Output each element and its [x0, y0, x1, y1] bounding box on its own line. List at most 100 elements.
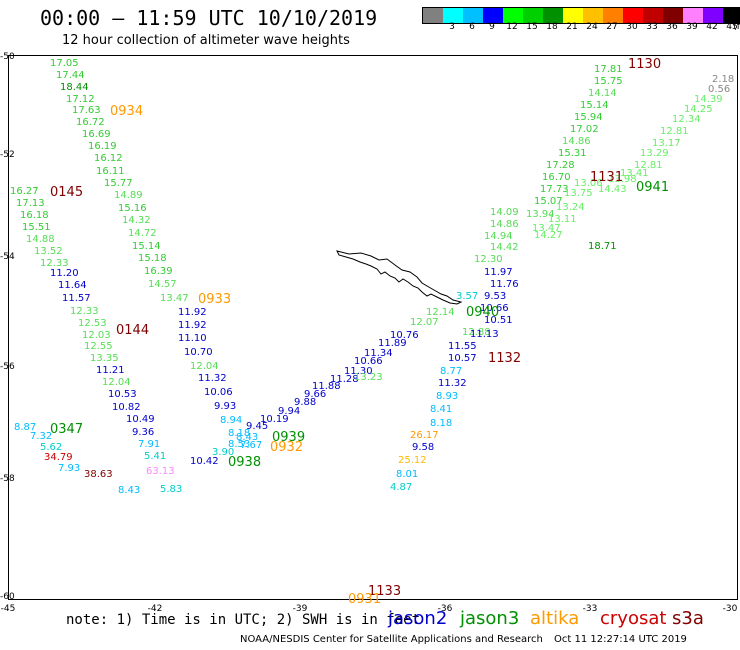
wave-height-value: 9.58 — [412, 442, 435, 453]
wave-height-value: 12.14 — [426, 307, 455, 318]
wave-height-value: 12.81 — [634, 160, 663, 171]
wave-height-value: 11.55 — [448, 341, 477, 352]
wave-height-value: 14.86 — [490, 219, 519, 230]
wave-height-value: 11.21 — [96, 365, 125, 376]
wave-height-value: 8.77 — [440, 366, 463, 377]
wave-height-value: 8.18 — [430, 418, 453, 429]
wave-height-value: 17.13 — [16, 198, 45, 209]
wave-height-value: 13.35 — [90, 353, 119, 364]
wave-height-value: 12.03 — [82, 330, 111, 341]
scale-label: 3 — [449, 22, 455, 32]
track-time-label: 1131 — [590, 170, 624, 185]
wave-height-value: 12.88 — [462, 327, 491, 338]
scale-swatch — [563, 8, 583, 23]
track-time-label: 1130 — [628, 57, 662, 72]
wave-height-value: 13.06 — [574, 178, 603, 189]
track-time-label: 1133 — [368, 584, 402, 599]
wave-height-value: 18.44 — [60, 82, 89, 93]
wave-height-value: 10.42 — [190, 456, 219, 467]
wave-height-value: 12.07 — [410, 317, 439, 328]
scale-swatch — [523, 8, 543, 23]
lat-label: -52 — [0, 150, 15, 160]
wave-height-value: 15.94 — [574, 112, 603, 123]
wave-height-value: 17.05 — [50, 58, 79, 69]
wave-height-value: 38.63 — [84, 469, 113, 480]
track-time-label: 0938 — [228, 455, 262, 470]
map-subtitle: 12 hour collection of altimeter wave hei… — [62, 33, 350, 48]
wave-height-value: 13.94 — [526, 209, 555, 220]
wave-height-value: 8.43 — [118, 485, 141, 496]
wave-height-value: 14.88 — [26, 234, 55, 245]
wave-height-value: 14.57 — [148, 279, 177, 290]
wave-height-value: 0.56 — [708, 84, 731, 95]
wave-height-value: 10.49 — [126, 414, 155, 425]
lon-label: -42 — [147, 604, 163, 614]
wave-height-value: 9.94 — [278, 406, 301, 417]
wave-height-value: 10.57 — [448, 353, 477, 364]
legend-altika: altika — [530, 608, 580, 629]
wave-height-value: 17.28 — [546, 160, 575, 171]
wave-height-value: 14.09 — [490, 207, 519, 218]
track-time-label: 0940 — [466, 305, 500, 320]
wave-height-value: 26.17 — [410, 430, 439, 441]
track-time-label: 0934 — [110, 104, 144, 119]
wave-height-value: 11.92 — [178, 320, 207, 331]
wave-height-value: 13.47 — [160, 293, 189, 304]
wave-height-value: 11.13 — [470, 329, 499, 340]
color-scale-labels: 36912151821242730333639424570(ft) — [422, 22, 740, 34]
wave-height-value: 12.33 — [70, 306, 99, 317]
wave-height-value: 10.51 — [484, 315, 513, 326]
wave-height-value: 11.89 — [378, 338, 407, 349]
wave-height-value: 14.89 — [114, 190, 143, 201]
wave-height-value: 17.63 — [72, 105, 101, 116]
wave-height-value: 14.86 — [562, 136, 591, 147]
scale-swatch — [663, 8, 683, 23]
wave-height-value: 14.32 — [122, 215, 151, 226]
wave-height-value: 10.19 — [260, 414, 289, 425]
wave-height-value: 8.43 — [236, 432, 259, 443]
scale-label: 6 — [469, 22, 475, 32]
scale-label: 42 — [706, 22, 718, 32]
wave-height-value: 16.39 — [144, 266, 173, 277]
scale-label: 9 — [489, 22, 495, 32]
wave-height-value: 16.11 — [96, 166, 125, 177]
wave-height-value: 17.44 — [56, 70, 85, 81]
wave-height-value: 17.12 — [66, 94, 95, 105]
scale-swatch — [443, 8, 463, 23]
wave-height-value: 13.23 — [354, 372, 383, 383]
lon-label: -33 — [582, 604, 598, 614]
wave-height-value: 13.75 — [564, 188, 593, 199]
wave-height-value: 9.53 — [484, 291, 507, 302]
coastline-svg — [336, 250, 463, 305]
wave-height-value: 10.66 — [480, 303, 509, 314]
scale-swatch — [683, 8, 703, 23]
wave-height-value: 63.13 — [146, 466, 175, 477]
wave-height-value: 11.57 — [62, 293, 91, 304]
wave-height-value: 8.41 — [430, 404, 453, 415]
wave-height-value: 9.88 — [294, 397, 317, 408]
wave-height-value: 14.94 — [484, 231, 513, 242]
wave-height-value: 11.97 — [484, 267, 513, 278]
scale-swatch — [723, 8, 740, 23]
wave-height-value: 5.83 — [160, 484, 183, 495]
wave-height-value: 15.16 — [118, 203, 147, 214]
scale-swatch — [423, 8, 443, 23]
wave-height-value: 12.81 — [660, 126, 689, 137]
lat-label: -50 — [0, 52, 15, 62]
wave-height-value: 12.04 — [190, 361, 219, 372]
wave-height-value: 14.43 — [598, 184, 627, 195]
wave-height-value: 12.34 — [672, 114, 701, 125]
scale-swatch — [603, 8, 623, 23]
wave-height-value: 15.77 — [104, 178, 133, 189]
wave-height-value: 13.24 — [556, 202, 585, 213]
wave-height-value: 12.30 — [474, 254, 503, 265]
scale-swatch — [623, 8, 643, 23]
wave-height-value: 15.14 — [580, 100, 609, 111]
lat-label: -60 — [0, 592, 15, 602]
track-time-label: 0145 — [50, 185, 84, 200]
south-georgia-island — [336, 250, 463, 305]
wave-height-value: 9.36 — [132, 427, 155, 438]
wave-height-value: 14.39 — [694, 94, 723, 105]
scale-label: 27 — [606, 22, 618, 32]
track-time-label: 0932 — [270, 440, 304, 455]
